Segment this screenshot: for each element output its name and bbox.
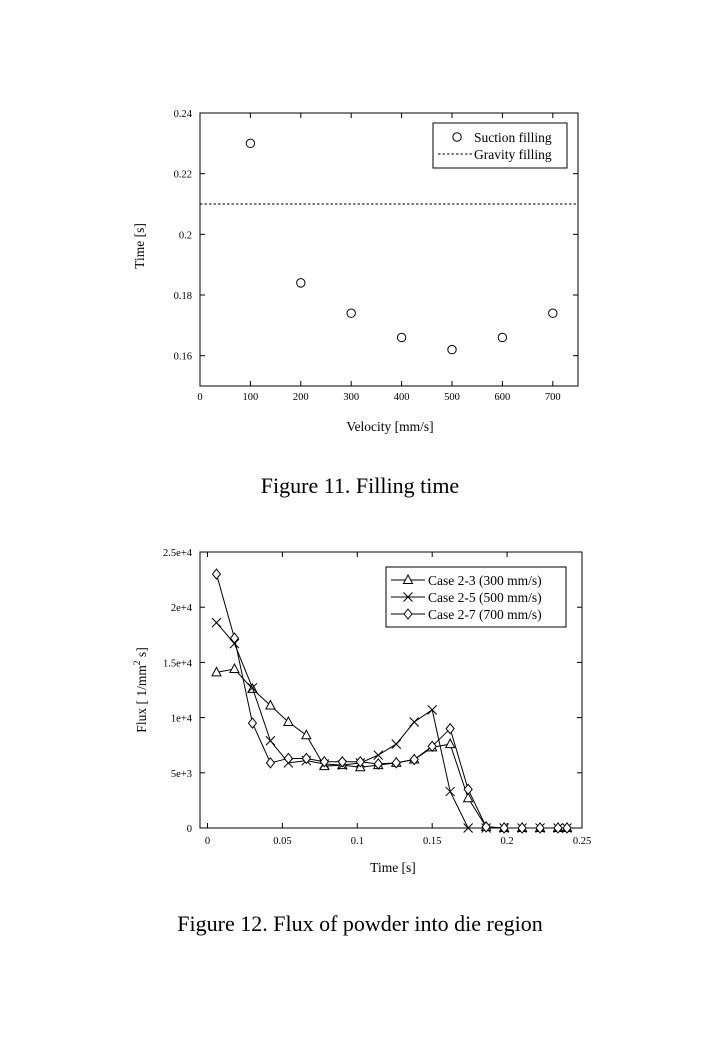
chart2-series-2-point [445, 786, 456, 797]
chart2-series-1-point [211, 666, 222, 677]
chart1-xtick-label: 700 [545, 392, 561, 403]
chart2-series-3-point [562, 822, 572, 834]
chart2-series-3-point [427, 740, 437, 753]
chart2-plot-area [199, 551, 583, 829]
chart2-series-2-point [247, 682, 258, 693]
chart2-series-line-2 [216, 622, 568, 829]
chart1-legend-gravity-label: Gravity filling [474, 147, 552, 162]
chart2-ylabel-sup: 2 [133, 660, 143, 665]
chart2-series-3-point [463, 783, 473, 796]
chart1-xtick-label: 500 [444, 392, 460, 403]
chart2-xtick-label: 0.2 [501, 836, 514, 847]
chart2-ytick-label: 2.5e+4 [163, 548, 193, 559]
chart1-legend-box [432, 122, 568, 169]
chart2-series-3-point [229, 632, 240, 644]
chart1-suction-point [296, 278, 306, 288]
chart1-ytick-label: 0.24 [174, 109, 193, 120]
chart1-xtick-label: 300 [343, 392, 359, 403]
chart2-series-3-point [409, 753, 419, 766]
chart2-xlabel: Time [s] [370, 860, 416, 875]
chart2-series-3-point [445, 722, 455, 735]
chart2-series-2-point [409, 717, 420, 727]
chart2-series-3-point [481, 821, 491, 833]
chart2-series-3-point [499, 822, 509, 834]
chart2-series-3-point [319, 755, 329, 768]
figure-11-caption: Figure 11. Filling time [260, 473, 460, 498]
chart2-series-2-point [265, 735, 276, 746]
chart1-suction-point [497, 332, 508, 343]
chart1-suction-point [346, 308, 356, 318]
chart2-legend-label-3: Case 2-7 (700 mm/s) [428, 607, 542, 622]
chart2-xtick-label: 0.1 [351, 836, 364, 847]
chart2-series-2-point [391, 739, 402, 749]
chart2-ylabel: Flux [ 1/mm2 s] [133, 647, 149, 732]
chart2-legend-marker-1 [402, 573, 414, 584]
chart2-series-1-point [301, 729, 312, 740]
chart2-series-1-point [265, 699, 276, 710]
chart2-series-3-point [247, 717, 258, 729]
chart2-ytick-label: 2e+4 [171, 603, 193, 614]
chart2-series-3-point [391, 757, 401, 769]
chart1-suction-point [548, 308, 558, 318]
chart1-ytick-label: 0.22 [174, 170, 192, 181]
chart2-series-3-point [373, 758, 383, 770]
chart1-xtick-label: 0 [197, 392, 202, 403]
chart2-ytick-label: 0 [187, 824, 192, 835]
chart1-suction-point [396, 332, 407, 343]
chart2-series-3-point [211, 568, 222, 580]
chart2-series-3-point [283, 752, 294, 765]
chart1-plot-area [199, 112, 579, 387]
chart2-series-2-point [463, 823, 474, 833]
chart2-series-3-point [265, 757, 276, 769]
chart2-legend-marker-2 [403, 592, 413, 602]
chart2-series-2-point [373, 750, 384, 760]
figure-12-caption: Figure 12. Flux of powder into die regio… [177, 911, 543, 936]
chart2-series-3-point [535, 822, 545, 834]
chart2-legend-label-2: Case 2-5 (500 mm/s) [428, 590, 542, 605]
chart2-xtick-label: 0.15 [423, 836, 441, 847]
chart2-series-1-point [444, 738, 456, 749]
chart2-ytick-label: 1.5e+4 [163, 658, 193, 669]
chart2-series-2-point [211, 617, 222, 628]
chart2-ylabel-suffix: s] [134, 647, 149, 660]
chart1-ytick-label: 0.2 [179, 230, 192, 241]
chart1-suction-point [447, 344, 457, 355]
chart2-series-1-point [462, 792, 474, 803]
chart2-xtick-label: 0 [205, 836, 210, 847]
chart1-frame [199, 112, 579, 387]
chart2-series-3-point [355, 755, 365, 768]
chart2-series-3-point [301, 752, 312, 765]
chart1-legend-suction-marker [452, 132, 462, 142]
chart1-xlabel: Velocity [mm/s] [346, 419, 433, 434]
chart1-xtick-label: 600 [495, 392, 511, 403]
chart1-ylabel: Time [s] [132, 223, 147, 269]
chart2-legend-marker-3 [403, 608, 413, 620]
chart2-series-3-point [337, 755, 347, 768]
chart1-ytick-label: 0.18 [174, 291, 192, 302]
chart1-xtick-label: 200 [293, 392, 309, 403]
chart2-series-1-point [283, 715, 294, 727]
chart1-legend-suction-label: Suction filling [474, 130, 552, 145]
chart2-ytick-label: 1e+4 [171, 714, 193, 725]
chart2-series-3-point [553, 822, 563, 834]
chart1-ytick-label: 0.16 [174, 352, 192, 363]
chart2-ylabel-prefix: Flux [ 1/mm [134, 665, 149, 733]
chart2-series-1-point [229, 662, 240, 674]
chart1-xtick-label: 100 [243, 392, 259, 403]
chart2-ytick-label: 5e+3 [171, 769, 192, 780]
chart2-legend-label-1: Case 2-3 (300 mm/s) [428, 573, 542, 588]
chart1-xtick-label: 400 [394, 392, 410, 403]
chart2-xtick-label: 0.05 [273, 836, 291, 847]
chart2-frame [199, 551, 583, 829]
chart1-suction-point [245, 138, 256, 149]
chart2-series-3-point [517, 822, 527, 834]
chart2-xtick-label: 0.25 [573, 836, 591, 847]
chart2-series-2-point [427, 705, 438, 715]
